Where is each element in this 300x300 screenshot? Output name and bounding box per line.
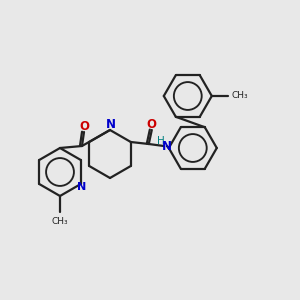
Text: CH₃: CH₃ [232,92,248,100]
Text: N: N [162,140,172,152]
Text: N: N [106,118,116,131]
Text: CH₃: CH₃ [52,217,68,226]
Text: N: N [77,182,86,192]
Text: O: O [79,119,89,133]
Text: H: H [157,136,165,146]
Text: O: O [147,118,157,130]
